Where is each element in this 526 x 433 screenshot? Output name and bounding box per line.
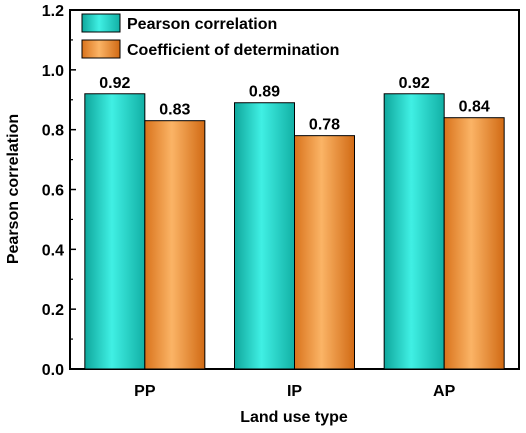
bar-ap-series-0	[383, 93, 445, 370]
legend-label-coefficient-of-determination: Coefficient of determination	[127, 42, 339, 59]
x-tick-label-pp: PP	[134, 383, 156, 400]
data-label-ap-series-0: 0.92	[399, 75, 430, 92]
data-label-ip-series-0: 0.89	[249, 84, 280, 101]
y-tick-label: 0.0	[42, 362, 64, 379]
legend-swatch-coefficient-of-determination	[81, 39, 121, 59]
y-tick-label: 0.4	[42, 242, 64, 259]
data-label-pp-series-1: 0.83	[159, 102, 190, 119]
legend-label-pearson-correlation: Pearson correlation	[127, 16, 277, 33]
data-label-ap-series-1: 0.84	[459, 99, 490, 116]
bars-group	[84, 93, 505, 370]
legend: Pearson correlation Coefficient of deter…	[81, 13, 339, 59]
y-tick-label: 0.8	[42, 123, 64, 140]
bar-ip-series-1	[294, 135, 355, 370]
x-tick-label-ip: IP	[287, 383, 302, 400]
y-tick-label: 1.0	[42, 63, 64, 80]
x-axis-title: Land use type	[240, 409, 348, 426]
legend-item-pearson-correlation: Pearson correlation	[81, 13, 277, 33]
y-axis-title: Pearson correlation	[5, 114, 22, 264]
data-label-ip-series-1: 0.78	[309, 117, 340, 134]
bar-ap-series-1	[443, 117, 505, 370]
data-label-pp-series-0: 0.92	[99, 75, 130, 92]
y-axis: 0.0 0.2 0.4 0.6 0.8 1.0 1.2	[42, 3, 76, 379]
bar-pp-series-0	[84, 93, 146, 370]
legend-item-coefficient-of-determination: Coefficient of determination	[81, 39, 339, 59]
x-tick-label-ap: AP	[433, 383, 456, 400]
y-tick-label: 0.2	[42, 302, 64, 319]
x-axis: PP IP AP	[134, 363, 456, 400]
y-tick-label: 1.2	[42, 3, 64, 20]
bar-pp-series-1	[144, 120, 206, 370]
data-labels-group: 0.92 0.83 0.89 0.78 0.92 0.84	[99, 75, 490, 134]
y-tick-label: 0.6	[42, 183, 64, 200]
legend-swatch-pearson-correlation	[81, 13, 121, 33]
bar-ip-series-0	[234, 102, 295, 370]
